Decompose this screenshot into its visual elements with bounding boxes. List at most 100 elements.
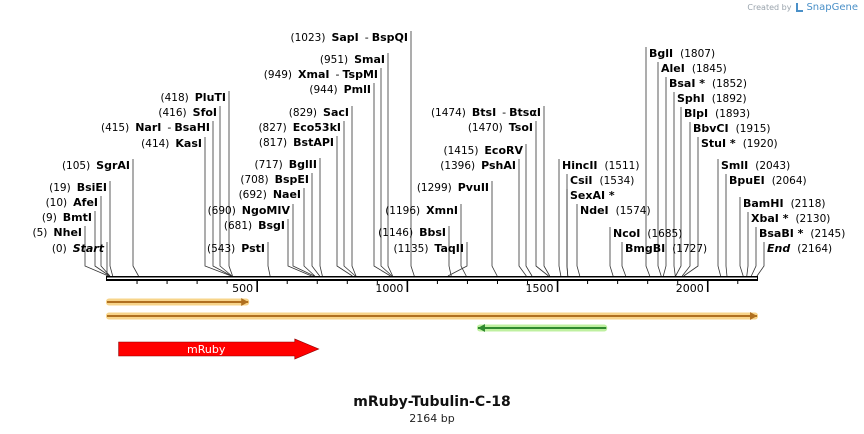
cut-site-line bbox=[336, 136, 353, 277]
enzyme-name: Start bbox=[73, 242, 105, 255]
cut-site-line bbox=[132, 159, 139, 277]
cut-site-line bbox=[717, 159, 722, 277]
enzyme-name: TaqII bbox=[434, 242, 464, 255]
enzyme-name: BlpI bbox=[684, 107, 708, 120]
enzyme-name: AleI bbox=[661, 62, 685, 75]
cut-site-line bbox=[212, 121, 232, 277]
enzyme-name: BsaI * bbox=[669, 77, 705, 90]
enzyme-label: (944) PmlI bbox=[309, 83, 371, 96]
enzyme-position: (2164) bbox=[797, 243, 832, 255]
enzyme-separator: - bbox=[167, 121, 171, 134]
cut-site-lines bbox=[84, 31, 765, 277]
cut-site-line bbox=[448, 226, 452, 277]
enzyme-name: SfoI bbox=[193, 106, 217, 119]
enzyme-name: PluTI bbox=[195, 91, 226, 104]
enzyme-label: (9) BmtI bbox=[42, 211, 92, 224]
cut-site-line bbox=[343, 121, 356, 277]
enzyme-label: (951) SmaI bbox=[320, 53, 385, 66]
cut-site-line bbox=[447, 242, 468, 277]
enzyme-position: (1892) bbox=[712, 93, 747, 105]
cut-site-line bbox=[739, 197, 744, 277]
enzyme-position: (1396) bbox=[440, 160, 475, 172]
enzyme-position: (717) bbox=[255, 159, 283, 171]
cut-site-line bbox=[746, 212, 749, 277]
enzyme-label: (543) PstI bbox=[207, 242, 265, 255]
enzyme-label: BglI (1807) bbox=[649, 47, 715, 60]
cut-site-line bbox=[491, 181, 498, 277]
enzyme-position: (817) bbox=[259, 137, 287, 149]
enzyme-name: BsgI bbox=[258, 219, 285, 232]
brand-created-by: Created by bbox=[747, 3, 792, 12]
enzyme-position: (708) bbox=[240, 174, 268, 186]
enzyme-separator: - bbox=[365, 31, 369, 44]
cut-site-line bbox=[204, 137, 232, 277]
enzyme-label: (414) KasI bbox=[141, 137, 202, 150]
enzyme-position: (5) bbox=[33, 227, 48, 239]
enzyme-name-2: BsaHI bbox=[174, 121, 210, 134]
cut-site-line bbox=[387, 53, 394, 277]
enzyme-position: (1474) bbox=[431, 107, 466, 119]
enzyme-position: (1845) bbox=[692, 63, 727, 75]
enzyme-name: End bbox=[767, 242, 790, 255]
enzyme-name: AfeI bbox=[73, 196, 98, 209]
enzyme-position: (9) bbox=[42, 212, 57, 224]
enzyme-position: (1574) bbox=[616, 205, 651, 217]
enzyme-position: (944) bbox=[309, 84, 337, 96]
cut-site-line bbox=[609, 227, 614, 277]
enzyme-position: (1893) bbox=[715, 108, 750, 120]
enzyme-label: (416) SfoI bbox=[158, 106, 217, 119]
enzyme-label: (1474) BtsI - BtsαI bbox=[431, 106, 541, 119]
ruler-ticks: 500 1000 1500 2000 bbox=[136, 280, 739, 295]
enzyme-name: BbsI bbox=[419, 226, 446, 239]
enzyme-label: SmlI (2043) bbox=[721, 159, 790, 172]
cut-site-line bbox=[657, 62, 662, 277]
enzyme-name: BglII bbox=[289, 158, 317, 171]
enzyme-name: PstI bbox=[241, 242, 265, 255]
enzyme-position: (829) bbox=[289, 107, 317, 119]
enzyme-name: BsaBI * bbox=[759, 227, 804, 240]
enzyme-position: (19) bbox=[49, 182, 71, 194]
enzyme-position: (1146) bbox=[378, 227, 413, 239]
cut-site-line bbox=[558, 159, 562, 277]
enzyme-label: SphI (1892) bbox=[677, 92, 747, 105]
enzyme-position: (949) bbox=[264, 69, 292, 81]
enzyme-position: (692) bbox=[239, 189, 267, 201]
snapgene-logo-icon bbox=[796, 3, 804, 12]
cut-site-line bbox=[311, 173, 320, 277]
cut-site-line bbox=[319, 158, 323, 277]
enzyme-position: (1807) bbox=[680, 48, 715, 60]
enzyme-name: NaeI bbox=[273, 188, 301, 201]
cut-site-line bbox=[228, 91, 233, 277]
cut-site-line bbox=[525, 144, 533, 277]
enzyme-name: PvuII bbox=[458, 181, 489, 194]
enzyme-name: NheI bbox=[53, 226, 82, 239]
cut-site-line bbox=[94, 211, 110, 277]
enzyme-name: BamHI bbox=[743, 197, 784, 210]
enzyme-name: SmlI bbox=[721, 159, 748, 172]
enzyme-label: HincII (1511) bbox=[562, 159, 639, 172]
enzyme-label: (717) BglII bbox=[255, 158, 317, 171]
enzyme-name: SexAI * bbox=[570, 189, 615, 202]
enzyme-label: BbvCI (1915) bbox=[693, 122, 771, 135]
enzyme-label: (1470) TsoI bbox=[468, 121, 533, 134]
cut-site-line bbox=[681, 122, 691, 277]
enzyme-label: (1146) BbsI bbox=[378, 226, 446, 239]
enzyme-position: (1299) bbox=[417, 182, 452, 194]
enzyme-position: (1135) bbox=[394, 243, 429, 255]
snapgene-brand: Created by SnapGene bbox=[747, 2, 858, 13]
enzyme-label: (690) NgoMIV bbox=[208, 204, 291, 217]
enzyme-position: (690) bbox=[208, 205, 236, 217]
enzyme-name: SmaI bbox=[354, 53, 385, 66]
enzyme-label: (1396) PshAI bbox=[440, 159, 516, 172]
enzyme-label: BsaI * (1852) bbox=[669, 77, 747, 90]
enzyme-name: SacI bbox=[323, 106, 349, 119]
enzyme-label: BpuEI (2064) bbox=[729, 174, 807, 187]
enzyme-name: BtsI bbox=[472, 106, 496, 119]
enzyme-name: BmtI bbox=[63, 211, 92, 224]
enzyme-label: (5) NheI bbox=[33, 226, 82, 239]
cut-site-line bbox=[84, 226, 109, 277]
enzyme-name-2: BtsαI bbox=[509, 106, 541, 119]
feature-label: mRuby bbox=[187, 343, 226, 356]
enzyme-name: TsoI bbox=[509, 121, 533, 134]
enzyme-name: BpuEI bbox=[729, 174, 765, 187]
